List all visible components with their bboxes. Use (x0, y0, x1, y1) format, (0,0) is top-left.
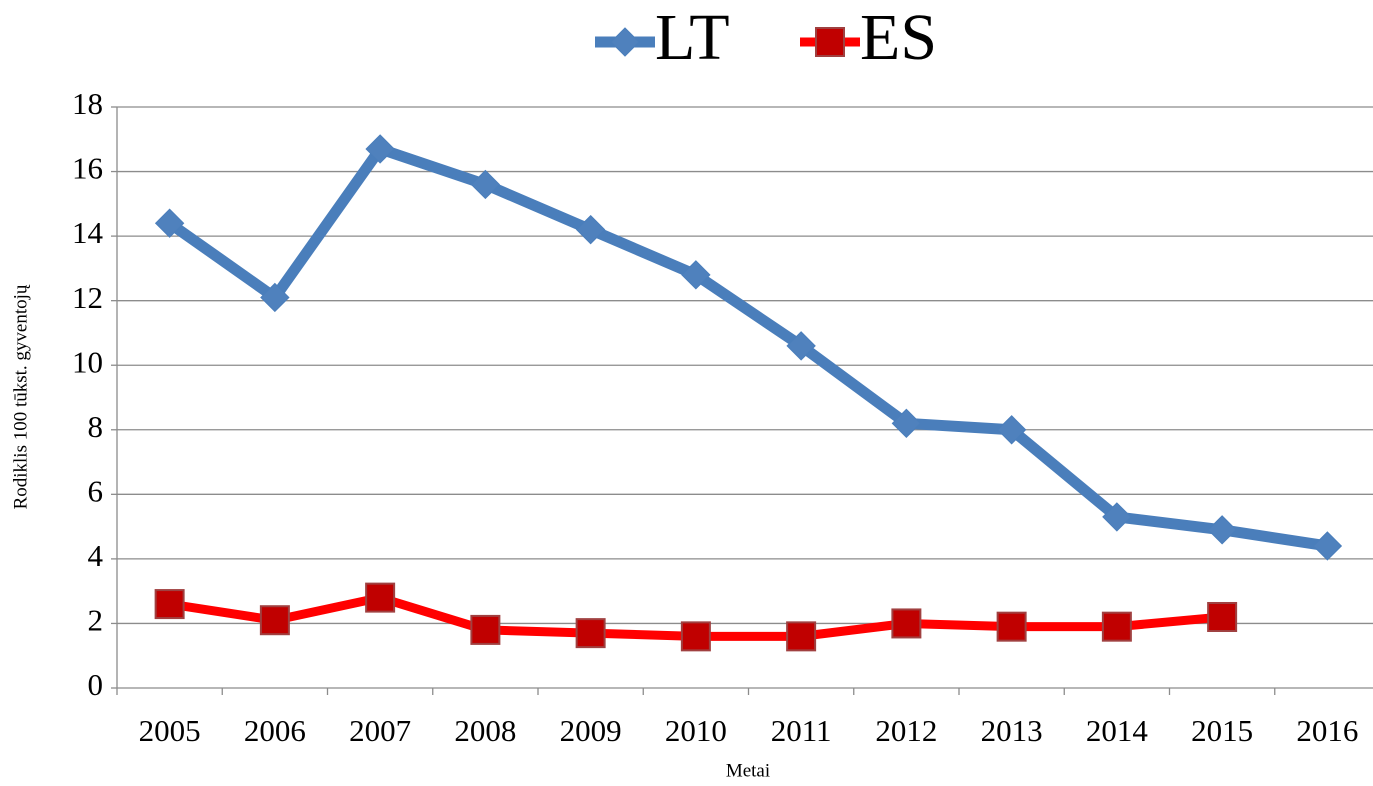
marker (680, 621, 711, 652)
y-tick-label: 14 (72, 215, 104, 250)
marker (1207, 601, 1238, 632)
x-tick-label: 2012 (875, 713, 937, 748)
y-tick-label: 10 (72, 344, 103, 379)
marker (1101, 611, 1132, 642)
marker (260, 282, 290, 313)
marker (470, 169, 501, 200)
marker (996, 611, 1027, 642)
y-tick-label: 12 (72, 280, 103, 315)
marker (1102, 502, 1132, 532)
marker (610, 27, 640, 57)
marker (575, 214, 606, 245)
y-tick-label: 6 (88, 473, 104, 508)
marker (1312, 531, 1343, 561)
marker (681, 260, 711, 290)
x-tick-label: 2010 (665, 713, 727, 748)
marker (786, 621, 817, 652)
marker (891, 608, 922, 639)
marker (996, 415, 1027, 445)
marker (365, 134, 395, 164)
x-tick-label: 2015 (1191, 713, 1253, 748)
y-tick-label: 8 (88, 409, 104, 444)
y-tick-label: 16 (72, 151, 103, 186)
marker (891, 408, 922, 439)
x-tick-label: 2007 (349, 713, 411, 748)
x-axis-title: Metai (726, 760, 770, 781)
marker (786, 331, 816, 361)
x-tick-label: 2005 (139, 713, 201, 748)
legend-label: LT (655, 1, 730, 74)
series-line (166, 143, 1329, 552)
x-tick-label: 2016 (1296, 713, 1358, 748)
marker (259, 605, 290, 636)
legend-label: ES (860, 1, 937, 74)
x-tick-label: 2006 (244, 713, 306, 748)
x-tick-label: 2008 (454, 713, 516, 748)
marker (365, 582, 396, 613)
y-tick-label: 2 (88, 603, 104, 638)
x-tick-label: 2009 (560, 713, 622, 748)
x-tick-label: 2013 (981, 713, 1043, 748)
marker (575, 618, 606, 649)
marker (815, 27, 845, 57)
x-tick-label: 2011 (771, 713, 832, 748)
y-tick-label: 4 (88, 538, 104, 573)
y-tick-label: 18 (72, 86, 103, 121)
y-tick-label: 0 (88, 667, 104, 702)
marker (470, 614, 501, 645)
marker (1207, 515, 1237, 545)
marker (154, 208, 185, 238)
marker (154, 589, 185, 620)
x-tick-label: 2014 (1086, 713, 1149, 748)
y-axis-title: Rodiklis 100 tūkst. gyventojų (10, 284, 31, 509)
